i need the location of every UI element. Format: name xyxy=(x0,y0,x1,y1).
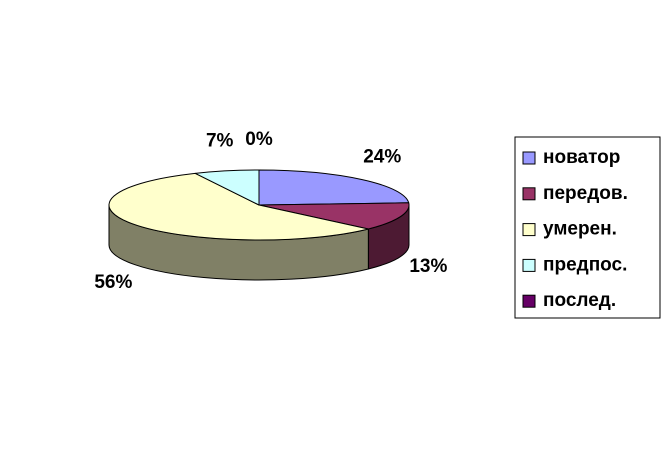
data-label: 56% xyxy=(94,272,132,293)
legend-swatch xyxy=(522,187,536,201)
legend-label: предпос. xyxy=(543,254,627,275)
legend-label: новатор xyxy=(543,147,620,168)
data-label: 0% xyxy=(245,129,273,150)
legend-swatch xyxy=(522,151,536,165)
pie-slice xyxy=(108,172,369,241)
pie-slice xyxy=(258,169,410,206)
pie-slice xyxy=(258,202,410,230)
legend-swatch xyxy=(522,223,536,237)
legend-swatch xyxy=(522,258,536,272)
legend-label: умерен. xyxy=(543,219,617,240)
legend-label: послед. xyxy=(543,290,616,311)
data-label: 13% xyxy=(409,256,447,277)
data-label: 7% xyxy=(206,131,234,152)
legend-swatch xyxy=(522,294,536,308)
legend-box xyxy=(514,136,661,319)
pie-slice xyxy=(194,169,260,206)
data-label: 24% xyxy=(363,147,401,168)
legend-label: передов. xyxy=(543,183,628,204)
